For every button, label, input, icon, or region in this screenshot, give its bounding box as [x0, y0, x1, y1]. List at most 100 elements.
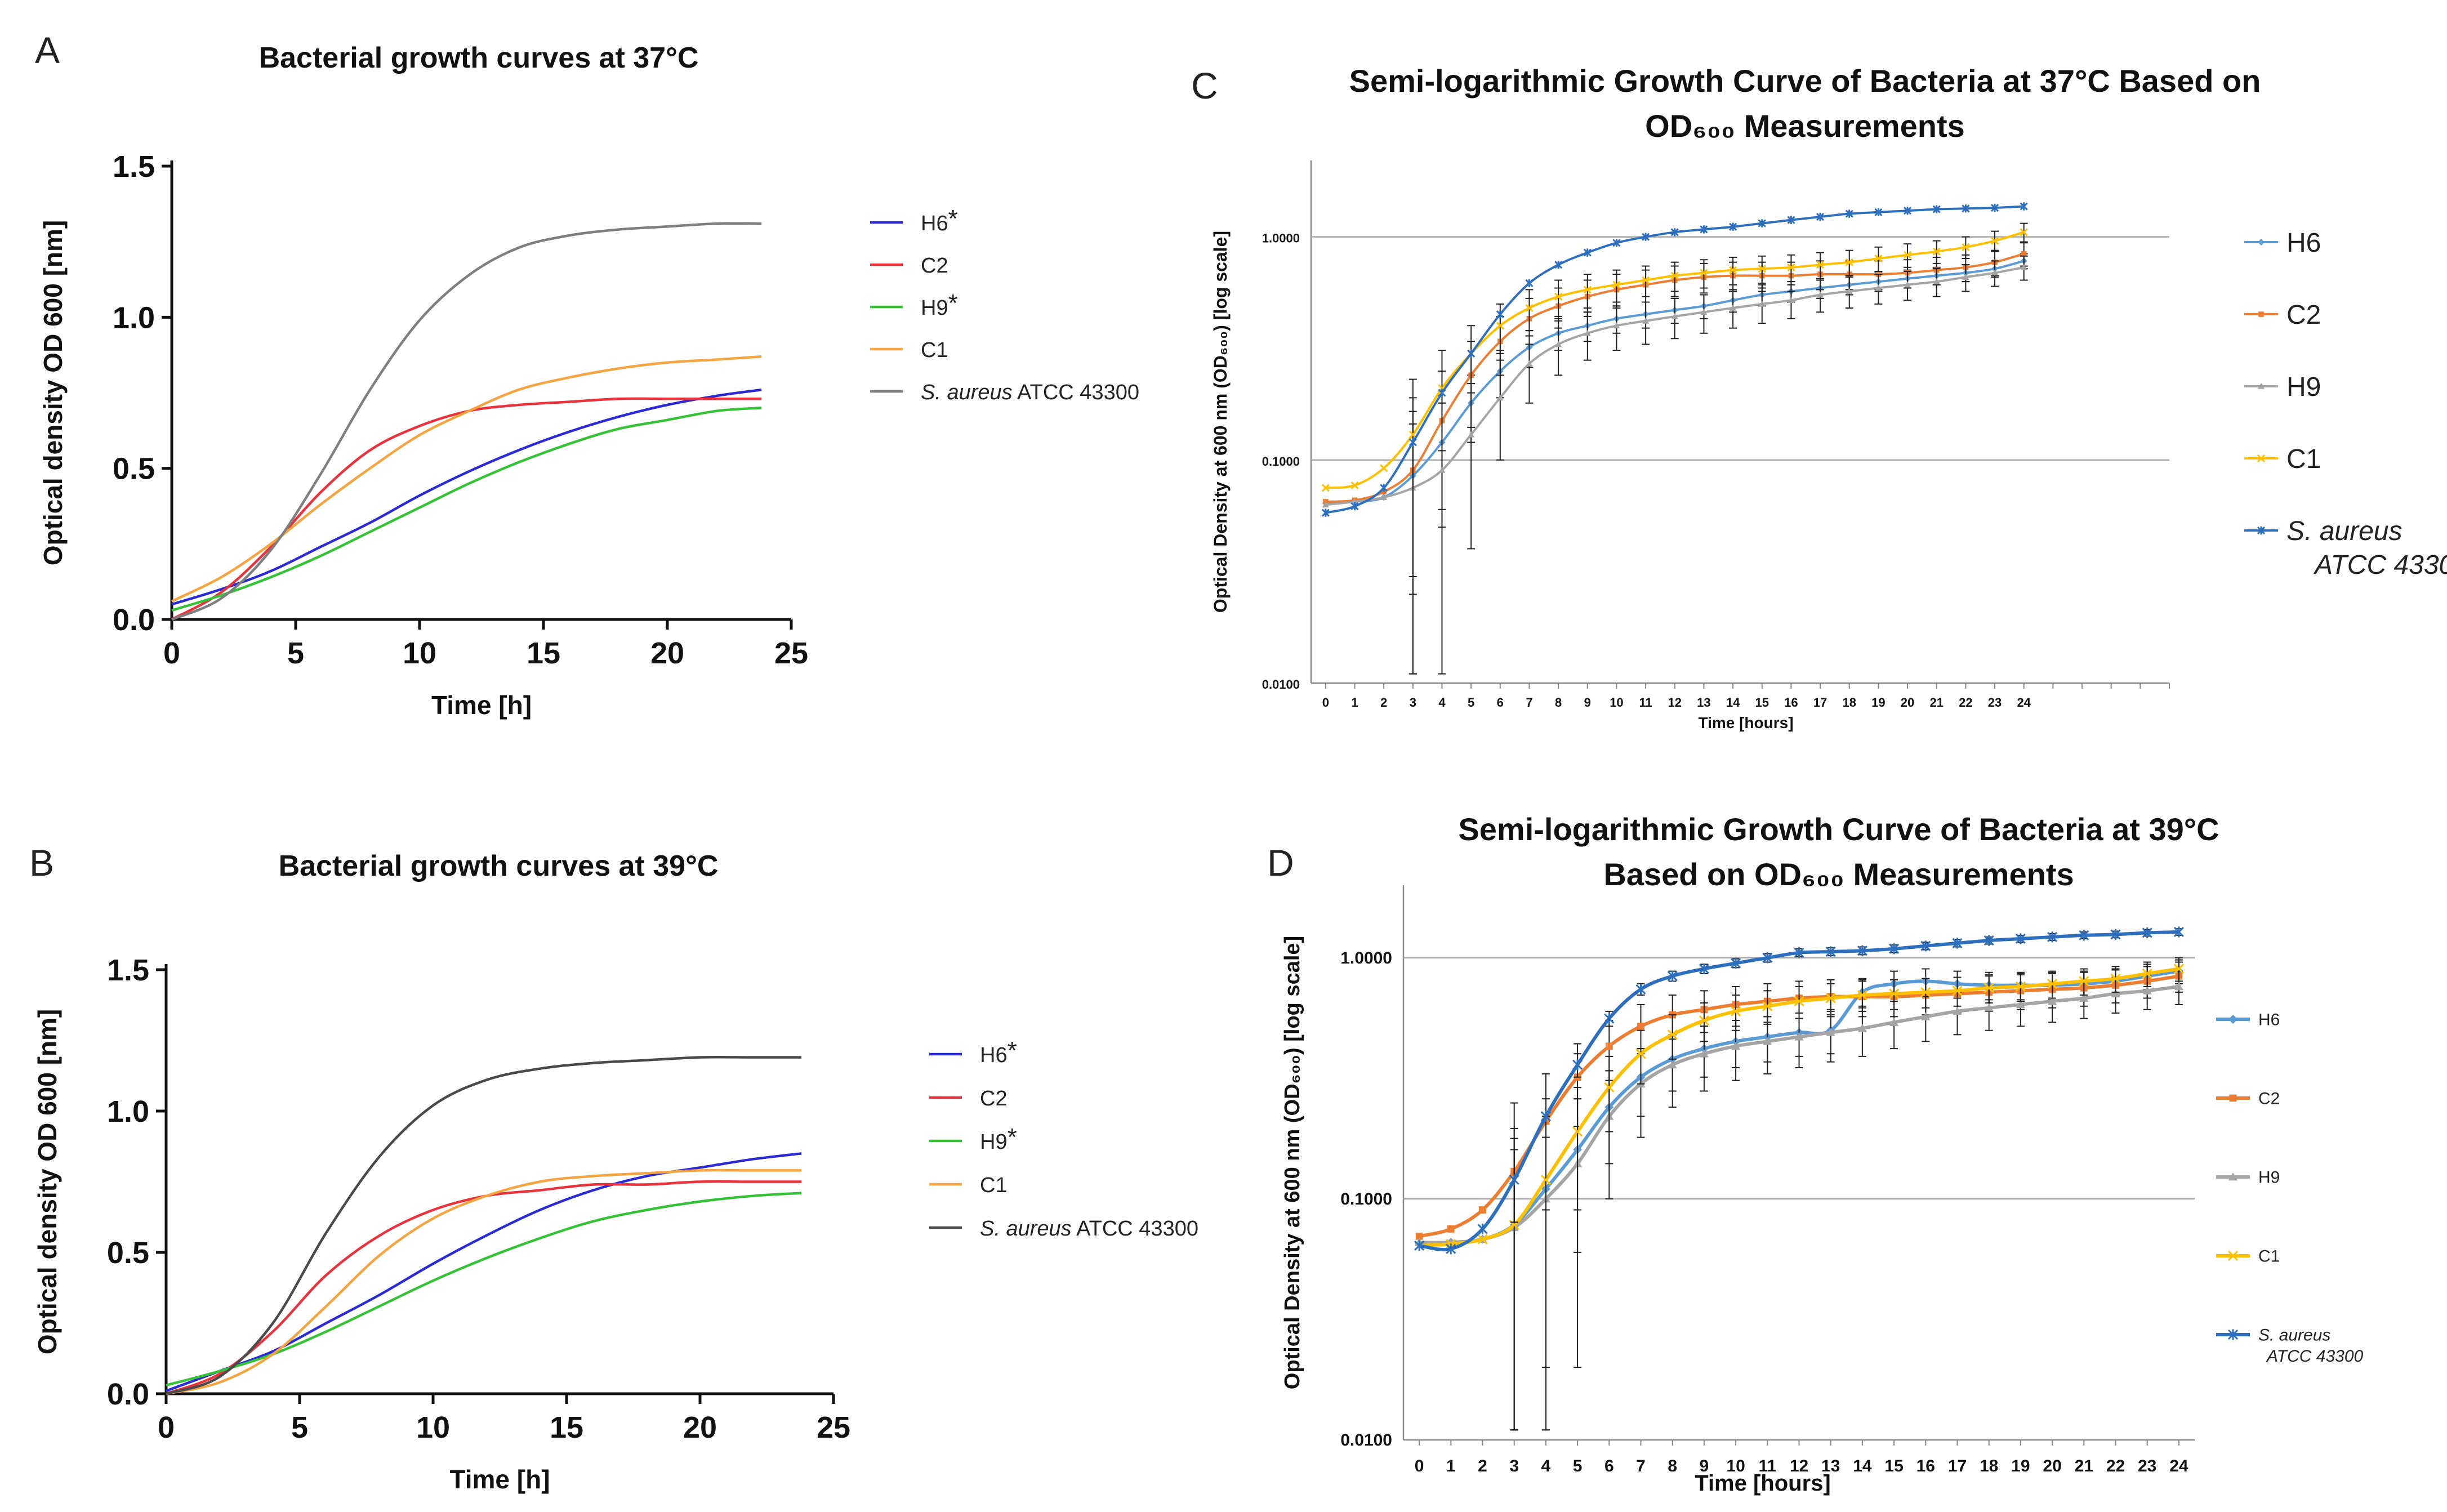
- data-point: [1984, 1003, 1994, 1012]
- error-bar: [1496, 359, 1504, 461]
- data-point: [1787, 216, 1795, 224]
- chart-title: Bacterial growth curves at 39°C: [279, 850, 719, 882]
- data-point: [2174, 982, 2183, 991]
- chart-title-line: Based on OD₆₀₀ Measurements: [1603, 857, 2074, 892]
- data-point: [1932, 205, 1941, 213]
- data-point: [1380, 494, 1388, 500]
- y-axis-label: Optical Density at 600 nm (OD₆₀₀) [log s…: [1210, 231, 1231, 613]
- series-line-saureus: [1325, 205, 2024, 514]
- legend-label: H6*: [980, 1037, 1017, 1067]
- x-tick-label: 10: [1726, 1457, 1745, 1475]
- data-point: [1874, 254, 1883, 263]
- x-tick-label: 19: [2011, 1457, 2030, 1475]
- data-point: [1903, 206, 1912, 215]
- x-tick-label: 18: [1980, 1457, 1998, 1475]
- data-point: [1380, 464, 1388, 472]
- panel-a: A Bacterial growth curves at 37°C 0.0 0.5 1.…: [35, 29, 1139, 720]
- data-point: [1729, 222, 1737, 231]
- x-tick-label: 0: [1322, 695, 1329, 710]
- y-tick-label: 0.5: [107, 1236, 149, 1270]
- legend-marker: [2228, 1015, 2237, 1024]
- data-point: [1731, 957, 1741, 969]
- data-point: [1762, 1001, 1773, 1011]
- legend-label: S. aureus ATCC 43300: [921, 381, 1139, 404]
- data-point: [2111, 989, 2120, 997]
- legend-label: S. aureus: [2286, 516, 2402, 546]
- x-tick-label: 1: [1351, 695, 1358, 710]
- x-tick-label: 15: [1755, 695, 1769, 710]
- data-point: [2015, 981, 2026, 992]
- error-bar: [1554, 279, 1563, 317]
- data-point: [1477, 1223, 1488, 1235]
- data-point: [1642, 317, 1650, 324]
- data-point: [1321, 509, 1330, 517]
- data-point: [1846, 288, 1853, 295]
- y-tick-label: 0.0: [113, 603, 155, 637]
- panel-b: B Bacterial growth curves at 39°C 0.0 0.5 1.…: [29, 842, 1198, 1494]
- legend-label: S. aureus: [2258, 1326, 2330, 1345]
- x-tick-label: 20: [650, 636, 684, 670]
- panel-letter: C: [1191, 65, 1218, 106]
- data-point: [1496, 322, 1504, 330]
- data-point: [1438, 389, 1446, 397]
- legend-marker: [2227, 1329, 2239, 1340]
- data-point: [1496, 394, 1504, 401]
- error-bar: [1583, 311, 1592, 361]
- data-point: [1668, 1060, 1677, 1069]
- chart-title-line: Semi-logarithmic Growth Curve of Bacteri…: [1458, 811, 2219, 847]
- legend-marker: [2257, 526, 2266, 535]
- x-tick-label: 21: [2075, 1457, 2093, 1475]
- x-tick-label: 18: [1842, 695, 1856, 710]
- data-point: [2079, 930, 2089, 941]
- legend-label: C2: [2258, 1090, 2280, 1108]
- data-point: [1670, 271, 1679, 280]
- x-tick-label: 0: [1415, 1457, 1424, 1475]
- y-tick-label: 0.0100: [1340, 1431, 1392, 1449]
- x-tick-label: 17: [1813, 695, 1827, 710]
- data-point: [1605, 1042, 1613, 1050]
- legend-label-line2: ATCC 43300: [2266, 1347, 2364, 1366]
- data-point: [1921, 1012, 1931, 1020]
- error-bar: [1612, 269, 1621, 303]
- data-point: [1730, 304, 1737, 311]
- legend-marker: [2258, 239, 2265, 246]
- series-line-h6: [171, 388, 762, 606]
- error-bar: [1438, 350, 1446, 452]
- legend-label: H9*: [980, 1123, 1017, 1154]
- y-tick-label: 0.1000: [1340, 1190, 1392, 1208]
- x-tick-label: 9: [1700, 1457, 1709, 1475]
- data-point: [1889, 988, 1900, 999]
- data-point: [2015, 933, 2026, 944]
- data-point: [1509, 1174, 1519, 1185]
- x-tick-label: 3: [1410, 695, 1416, 710]
- x-tick-label: 10: [403, 636, 436, 670]
- data-point: [1700, 269, 1708, 277]
- series-line-c2: [171, 397, 762, 621]
- data-point: [1920, 940, 1931, 952]
- error-bar: [1642, 265, 1650, 297]
- x-tick-label: 3: [1509, 1457, 1519, 1475]
- legend-label: C2: [921, 254, 948, 278]
- x-tick-label: 24: [2169, 1457, 2189, 1475]
- x-tick-label: 15: [550, 1411, 583, 1444]
- data-point: [1554, 260, 1563, 269]
- legend-marker: [2258, 383, 2265, 389]
- y-tick-label: 1.0: [113, 301, 155, 334]
- data-point: [1642, 233, 1650, 241]
- error-bar: [1668, 1014, 1677, 1060]
- x-axis-label: Time [hours]: [1698, 714, 1793, 732]
- panel-d: D Semi-logarithmic Growth Curve of Bacter…: [1267, 811, 2364, 1496]
- x-tick-label: 10: [1610, 695, 1623, 710]
- error-bar: [1583, 274, 1592, 309]
- y-tick-label: 1.5: [113, 150, 155, 184]
- data-point: [1637, 1023, 1644, 1030]
- data-point: [1787, 263, 1795, 271]
- x-tick-label: 4: [1438, 695, 1446, 710]
- data-point: [1525, 304, 1534, 313]
- data-point: [2016, 1000, 2025, 1009]
- x-tick-label: 2: [1478, 1457, 1487, 1475]
- data-point: [1612, 239, 1621, 247]
- data-point: [1671, 313, 1678, 319]
